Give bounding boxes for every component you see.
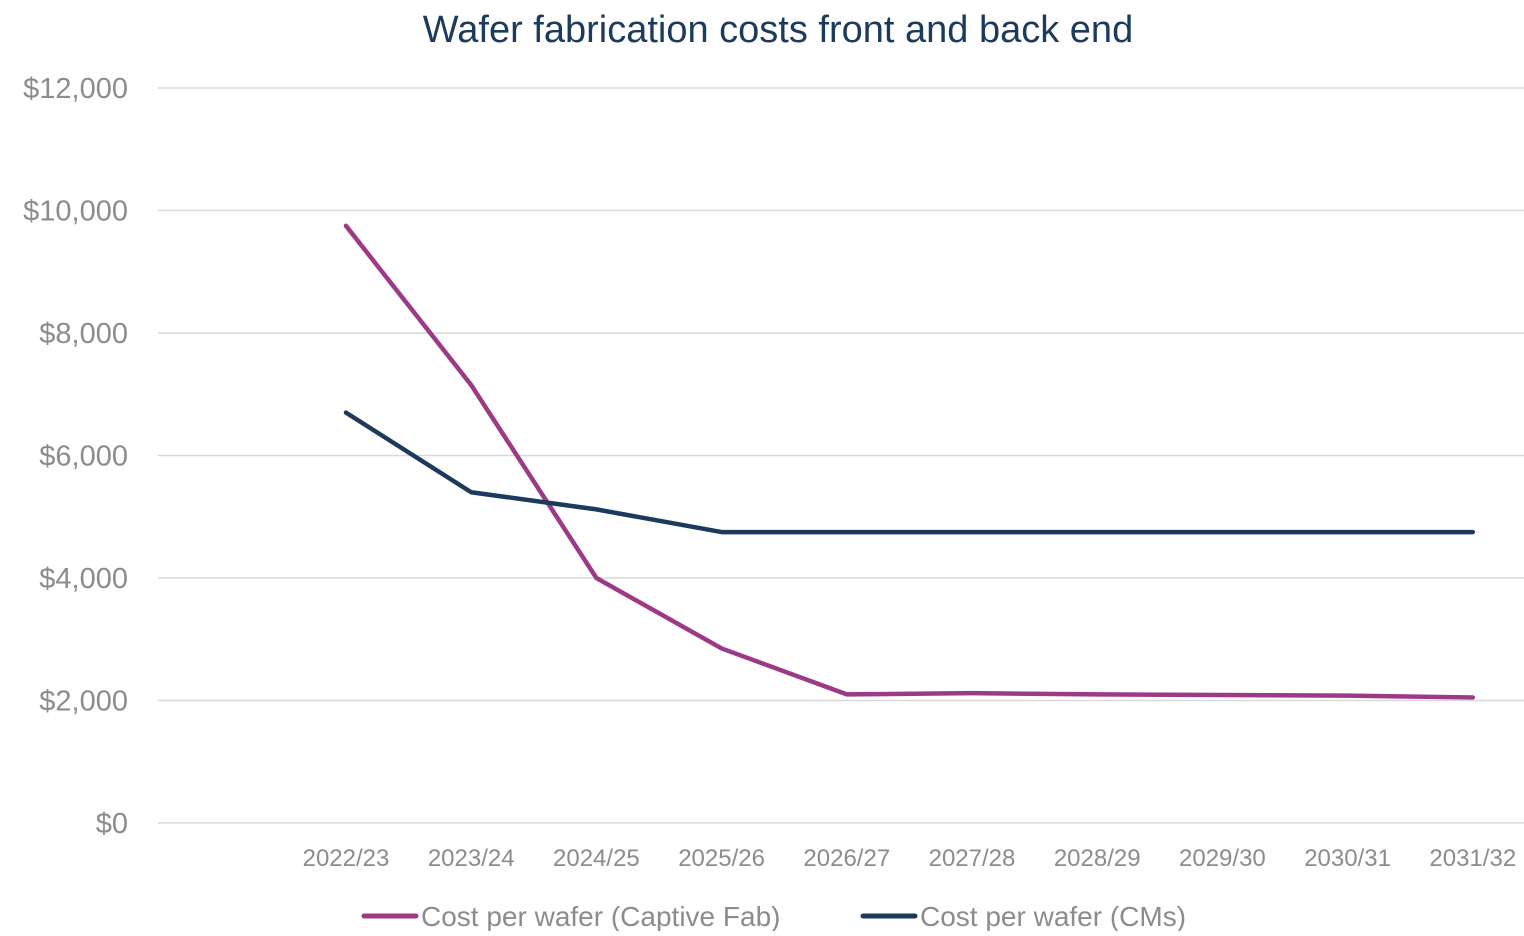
y-tick-label: $0 [96, 808, 128, 840]
legend: Cost per wafer (Captive Fab) Cost per waf… [364, 901, 1186, 931]
y-tick-label: $2,000 [39, 686, 128, 718]
gridlines [158, 88, 1524, 823]
series-line-0 [346, 226, 1473, 698]
y-axis-tick-labels: $0 $2,000 $4,000 $6,000 $8,000 $10,000 $12,000 [23, 73, 128, 840]
y-tick-label: $10,000 [23, 196, 128, 228]
x-axis-tick-labels: 2022/23 2023/24 2024/25 2025/26 2026/27 2027/… [303, 845, 1517, 872]
x-tick-label: 2028/29 [1054, 845, 1141, 872]
x-tick-label: 2024/25 [553, 845, 640, 872]
legend-label: Cost per wafer (Captive Fab) [421, 901, 780, 931]
x-tick-label: 2022/23 [303, 845, 390, 872]
x-tick-label: 2026/27 [803, 845, 890, 872]
chart-title: Wafer fabrication costs front and back e… [423, 9, 1133, 51]
series-line-1 [346, 413, 1473, 532]
x-tick-label: 2027/28 [929, 845, 1016, 872]
y-tick-label: $8,000 [39, 318, 128, 350]
legend-label: Cost per wafer (CMs) [920, 901, 1186, 931]
x-tick-label: 2025/26 [678, 845, 765, 872]
x-tick-label: 2029/30 [1179, 845, 1266, 872]
y-tick-label: $6,000 [39, 441, 128, 473]
x-tick-label: 2031/32 [1429, 845, 1516, 872]
y-tick-label: $4,000 [39, 563, 128, 595]
series-lines [346, 226, 1473, 698]
x-tick-label: 2023/24 [428, 845, 515, 872]
x-tick-label: 2030/31 [1304, 845, 1391, 872]
y-tick-label: $12,000 [23, 73, 128, 105]
